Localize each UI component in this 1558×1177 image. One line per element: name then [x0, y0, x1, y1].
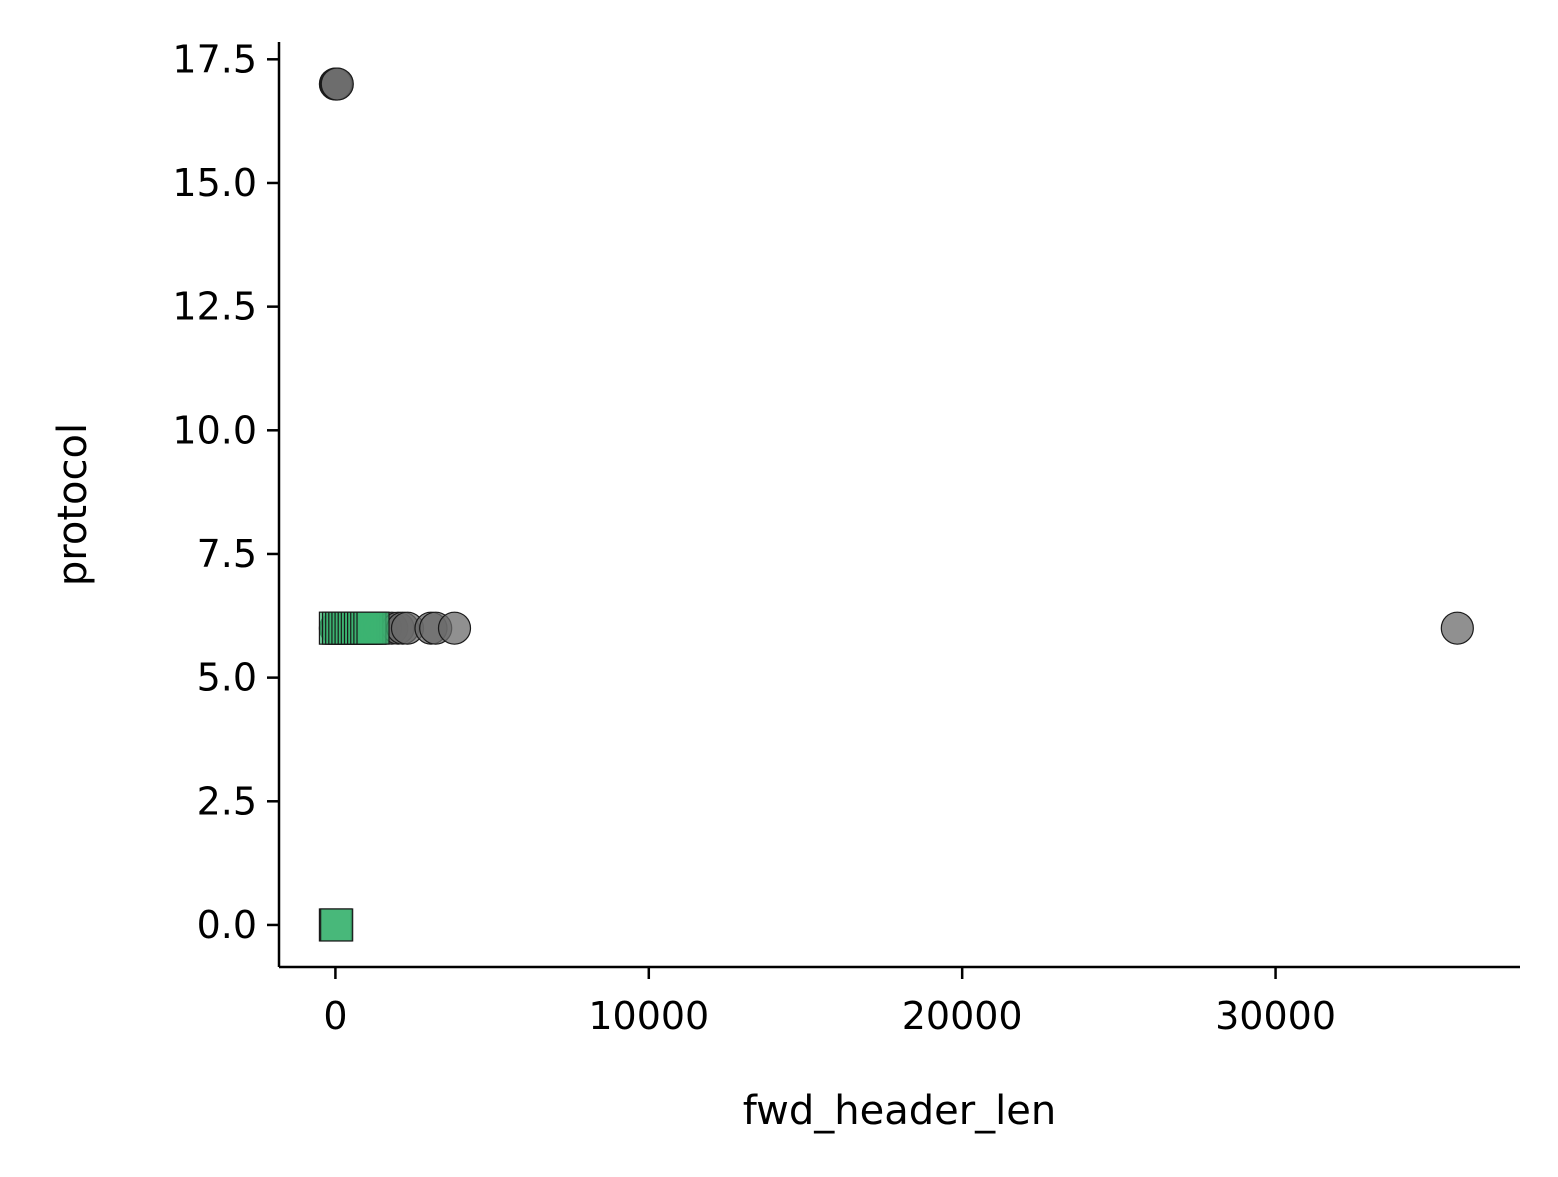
y-tick-label: 17.5 — [172, 37, 257, 81]
y-axis-label: protocol — [50, 423, 96, 586]
x-tick-label: 10000 — [588, 994, 709, 1038]
data-point-square — [356, 611, 390, 645]
x-axis-label: fwd_header_len — [743, 1088, 1056, 1134]
y-tick-label: 10.0 — [172, 408, 257, 452]
data-point-circle — [437, 611, 472, 645]
data-point-circle — [1440, 611, 1474, 645]
data-point-circle — [320, 67, 354, 101]
y-tick-label: 5.0 — [197, 656, 257, 700]
data-points — [318, 67, 1474, 942]
x-tick-label: 0 — [323, 994, 347, 1038]
y-tick-label: 12.5 — [172, 285, 257, 329]
y-tick-label: 7.5 — [197, 532, 257, 576]
x-tick-label: 20000 — [902, 994, 1023, 1038]
y-tick-label: 2.5 — [197, 779, 257, 823]
data-point-square — [320, 908, 354, 942]
x-tick-label: 30000 — [1215, 994, 1336, 1038]
x-axis-ticks: 0 10000 20000 30000 — [323, 967, 1336, 1038]
y-tick-label: 0.0 — [197, 903, 257, 947]
y-axis-ticks: 0.0 2.5 5.0 7.5 10.0 12.5 15.0 17.5 — [172, 37, 279, 947]
y-tick-label: 15.0 — [172, 161, 257, 205]
